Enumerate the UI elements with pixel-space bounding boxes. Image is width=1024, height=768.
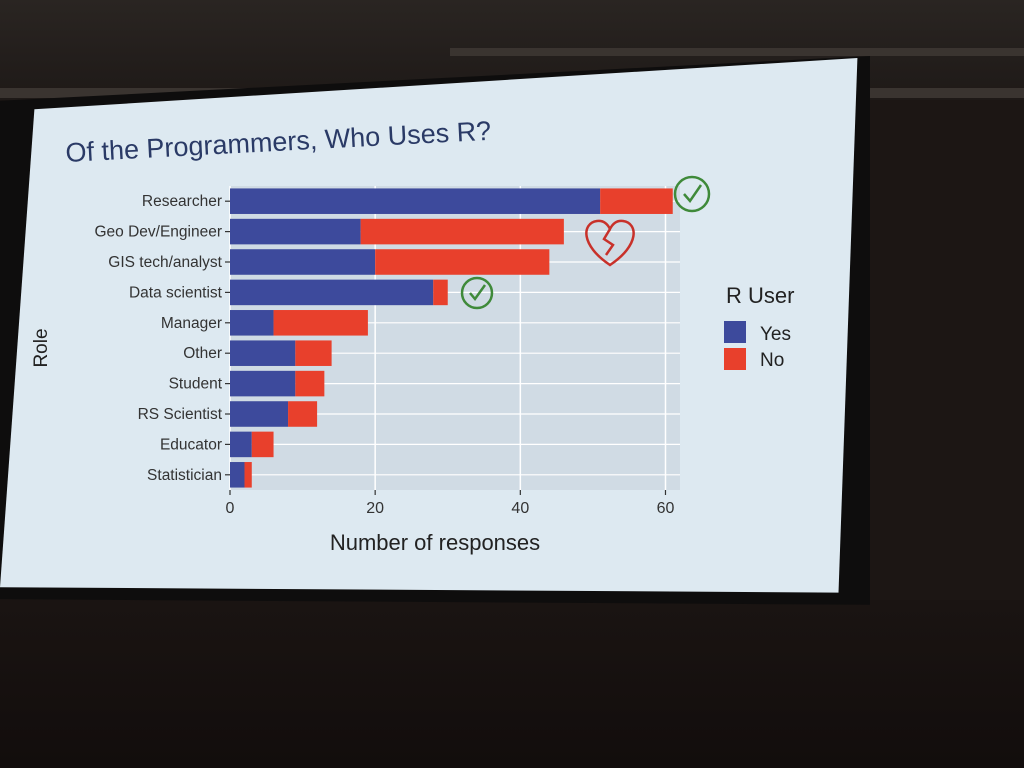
- y-tick-label: Manager: [161, 315, 222, 332]
- bar-no: [251, 431, 274, 458]
- x-tick-label: 20: [366, 500, 384, 517]
- legend-label-no: No: [760, 350, 784, 371]
- bar-yes: [230, 279, 434, 306]
- y-tick-label: Student: [169, 376, 223, 393]
- bar-no: [433, 279, 448, 306]
- bar-yes: [230, 249, 376, 275]
- bar-no: [375, 249, 550, 275]
- bar-no: [360, 218, 564, 245]
- presentation-slide: Of the Programmers, Who Uses R? Research…: [0, 58, 858, 593]
- x-tick-label: 40: [511, 500, 529, 517]
- ceiling-beam: [450, 48, 1024, 56]
- bar-chart: Of the Programmers, Who Uses R? Research…: [31, 116, 794, 555]
- bar-yes: [230, 370, 296, 397]
- check-icon: [673, 175, 711, 213]
- bar-no: [288, 401, 318, 427]
- bar-no: [273, 310, 368, 336]
- bar-yes: [230, 340, 296, 366]
- x-axis-label: Number of responses: [330, 530, 540, 555]
- y-tick-label: Data scientist: [129, 284, 223, 301]
- bar-yes: [230, 431, 252, 458]
- bar-yes: [230, 188, 601, 214]
- bar-no: [295, 370, 325, 397]
- room-floor: [0, 600, 1024, 768]
- bar-yes: [230, 401, 289, 427]
- legend-swatch-yes: [724, 321, 746, 343]
- bar-yes: [230, 218, 361, 245]
- y-tick-label: RS Scientist: [138, 406, 223, 423]
- bar-no: [600, 188, 673, 214]
- bar-no: [295, 340, 332, 366]
- y-tick-label: GIS tech/analyst: [108, 254, 222, 271]
- bar-no: [244, 462, 252, 488]
- legend-title: R User: [726, 283, 794, 308]
- check-icon: [460, 276, 494, 310]
- legend-label-yes: Yes: [760, 324, 791, 345]
- bar-yes: [230, 310, 274, 336]
- bar-yes: [230, 462, 245, 488]
- broken-heart-icon: [585, 219, 635, 267]
- y-tick-label: Geo Dev/Engineer: [94, 224, 222, 241]
- y-tick-label: Researcher: [142, 193, 222, 210]
- y-tick-label: Statistician: [147, 467, 222, 484]
- x-tick-label: 0: [226, 500, 235, 517]
- y-axis-label: Role: [31, 328, 52, 367]
- legend: R User Yes No: [724, 283, 794, 371]
- slide-title: Of the Programmers, Who Uses R?: [65, 116, 492, 168]
- x-tick-label: 60: [657, 500, 675, 517]
- y-tick-label: Other: [183, 345, 222, 362]
- plot-area: Researcher Geo Dev/Engineer GIS tech/analy…: [94, 186, 680, 517]
- legend-swatch-no: [724, 348, 746, 370]
- y-tick-label: Educator: [160, 436, 222, 453]
